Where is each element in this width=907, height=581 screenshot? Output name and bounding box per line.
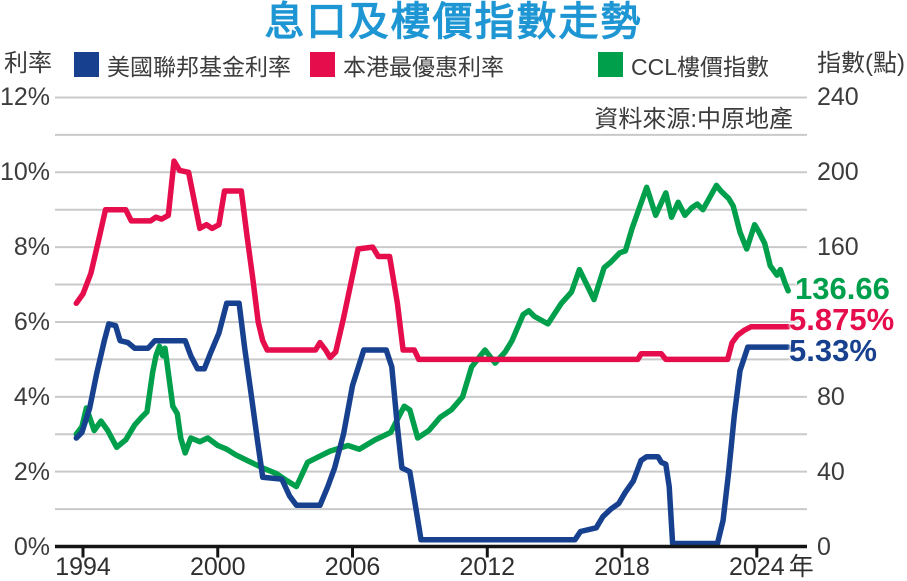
- prime-legend-swatch: [310, 52, 335, 77]
- ccl-end-value-label: 136.66: [795, 271, 890, 306]
- chart-title: 息口及樓價指數走勢: [264, 0, 643, 44]
- ccl-legend-swatch: [598, 52, 623, 77]
- legend-item-ccl: CCL樓價指數: [598, 51, 769, 80]
- legend-item-fed: 美國聯邦基金利率: [74, 51, 291, 80]
- ccl-legend-label: CCL樓價指數: [631, 53, 770, 80]
- fed-legend-label: 美國聯邦基金利率: [107, 53, 291, 80]
- prime-end-value-label: 5.875%: [789, 302, 895, 337]
- y-left-axis-title: 利率: [4, 50, 52, 77]
- legend-item-prime: 本港最優惠利率: [310, 51, 504, 80]
- prime-rate-line: [73, 158, 791, 363]
- data-source-note: 資料來源:中原地產: [594, 106, 793, 133]
- prime-legend-label: 本港最優惠利率: [343, 53, 504, 80]
- fed-rate-line: [73, 300, 791, 547]
- ccl-rate-line: [73, 182, 791, 490]
- fed-legend-swatch: [74, 52, 99, 77]
- fed-end-value-label: 5.33%: [789, 333, 877, 368]
- y-right-axis-title: 指數(點): [817, 50, 905, 77]
